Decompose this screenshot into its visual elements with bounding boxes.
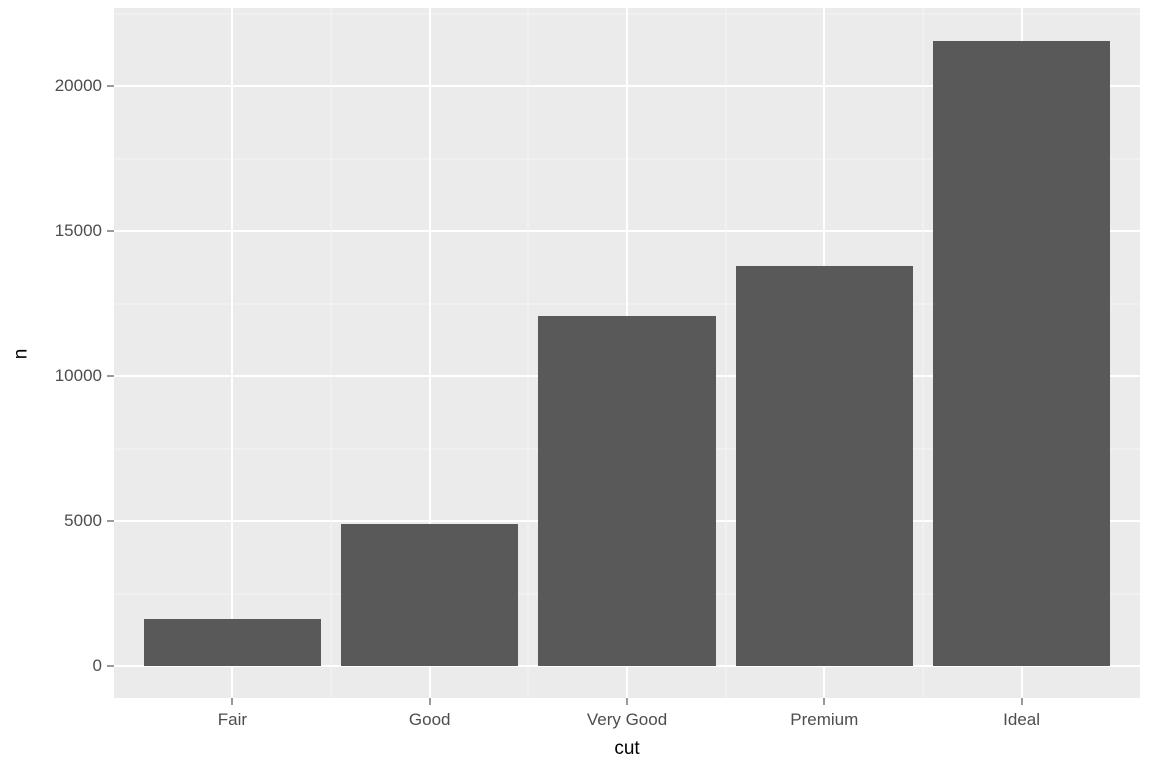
x-tick-label: Premium: [790, 710, 858, 730]
y-tick-label: 20000: [55, 76, 102, 96]
vgrid-minor-line: [331, 8, 332, 698]
bar: [144, 619, 322, 666]
y-axis-ticks: 0 5000 10000 15000 20000: [36, 8, 114, 698]
bar: [736, 266, 914, 666]
x-tick-mark: [1021, 698, 1022, 705]
plot-panel: [114, 8, 1140, 698]
x-tick-label: Ideal: [1003, 710, 1040, 730]
vgrid-minor-line: [725, 8, 726, 698]
y-tick-mark: [107, 521, 114, 522]
y-axis-title-container: n: [6, 0, 36, 708]
vgrid-major-line: [231, 8, 233, 698]
y-tick-mark: [107, 376, 114, 377]
y-tick-label: 5000: [64, 511, 102, 531]
x-tick-label: Very Good: [587, 710, 667, 730]
y-axis-title: n: [10, 349, 32, 360]
bar: [538, 316, 716, 666]
chart-container: n 0 5000 10000 15000 20000 cut Fair Good Very …: [0, 0, 1152, 768]
bar: [341, 524, 519, 666]
x-tick-mark: [627, 698, 628, 705]
y-tick-label: 0: [93, 656, 102, 676]
vgrid-minor-line: [922, 8, 923, 698]
x-axis: cut Fair Good Very Good Premium Ideal: [114, 698, 1140, 768]
vgrid-minor-line: [528, 8, 529, 698]
x-axis-title: cut: [114, 738, 1140, 760]
x-tick-label: Fair: [218, 710, 247, 730]
y-tick-label: 10000: [55, 366, 102, 386]
x-tick-label: Good: [409, 710, 451, 730]
y-tick-mark: [107, 86, 114, 87]
y-tick-mark: [107, 231, 114, 232]
x-tick-mark: [232, 698, 233, 705]
x-tick-mark: [824, 698, 825, 705]
x-tick-mark: [429, 698, 430, 705]
y-tick-mark: [107, 666, 114, 667]
bar: [933, 41, 1111, 666]
y-tick-label: 15000: [55, 221, 102, 241]
